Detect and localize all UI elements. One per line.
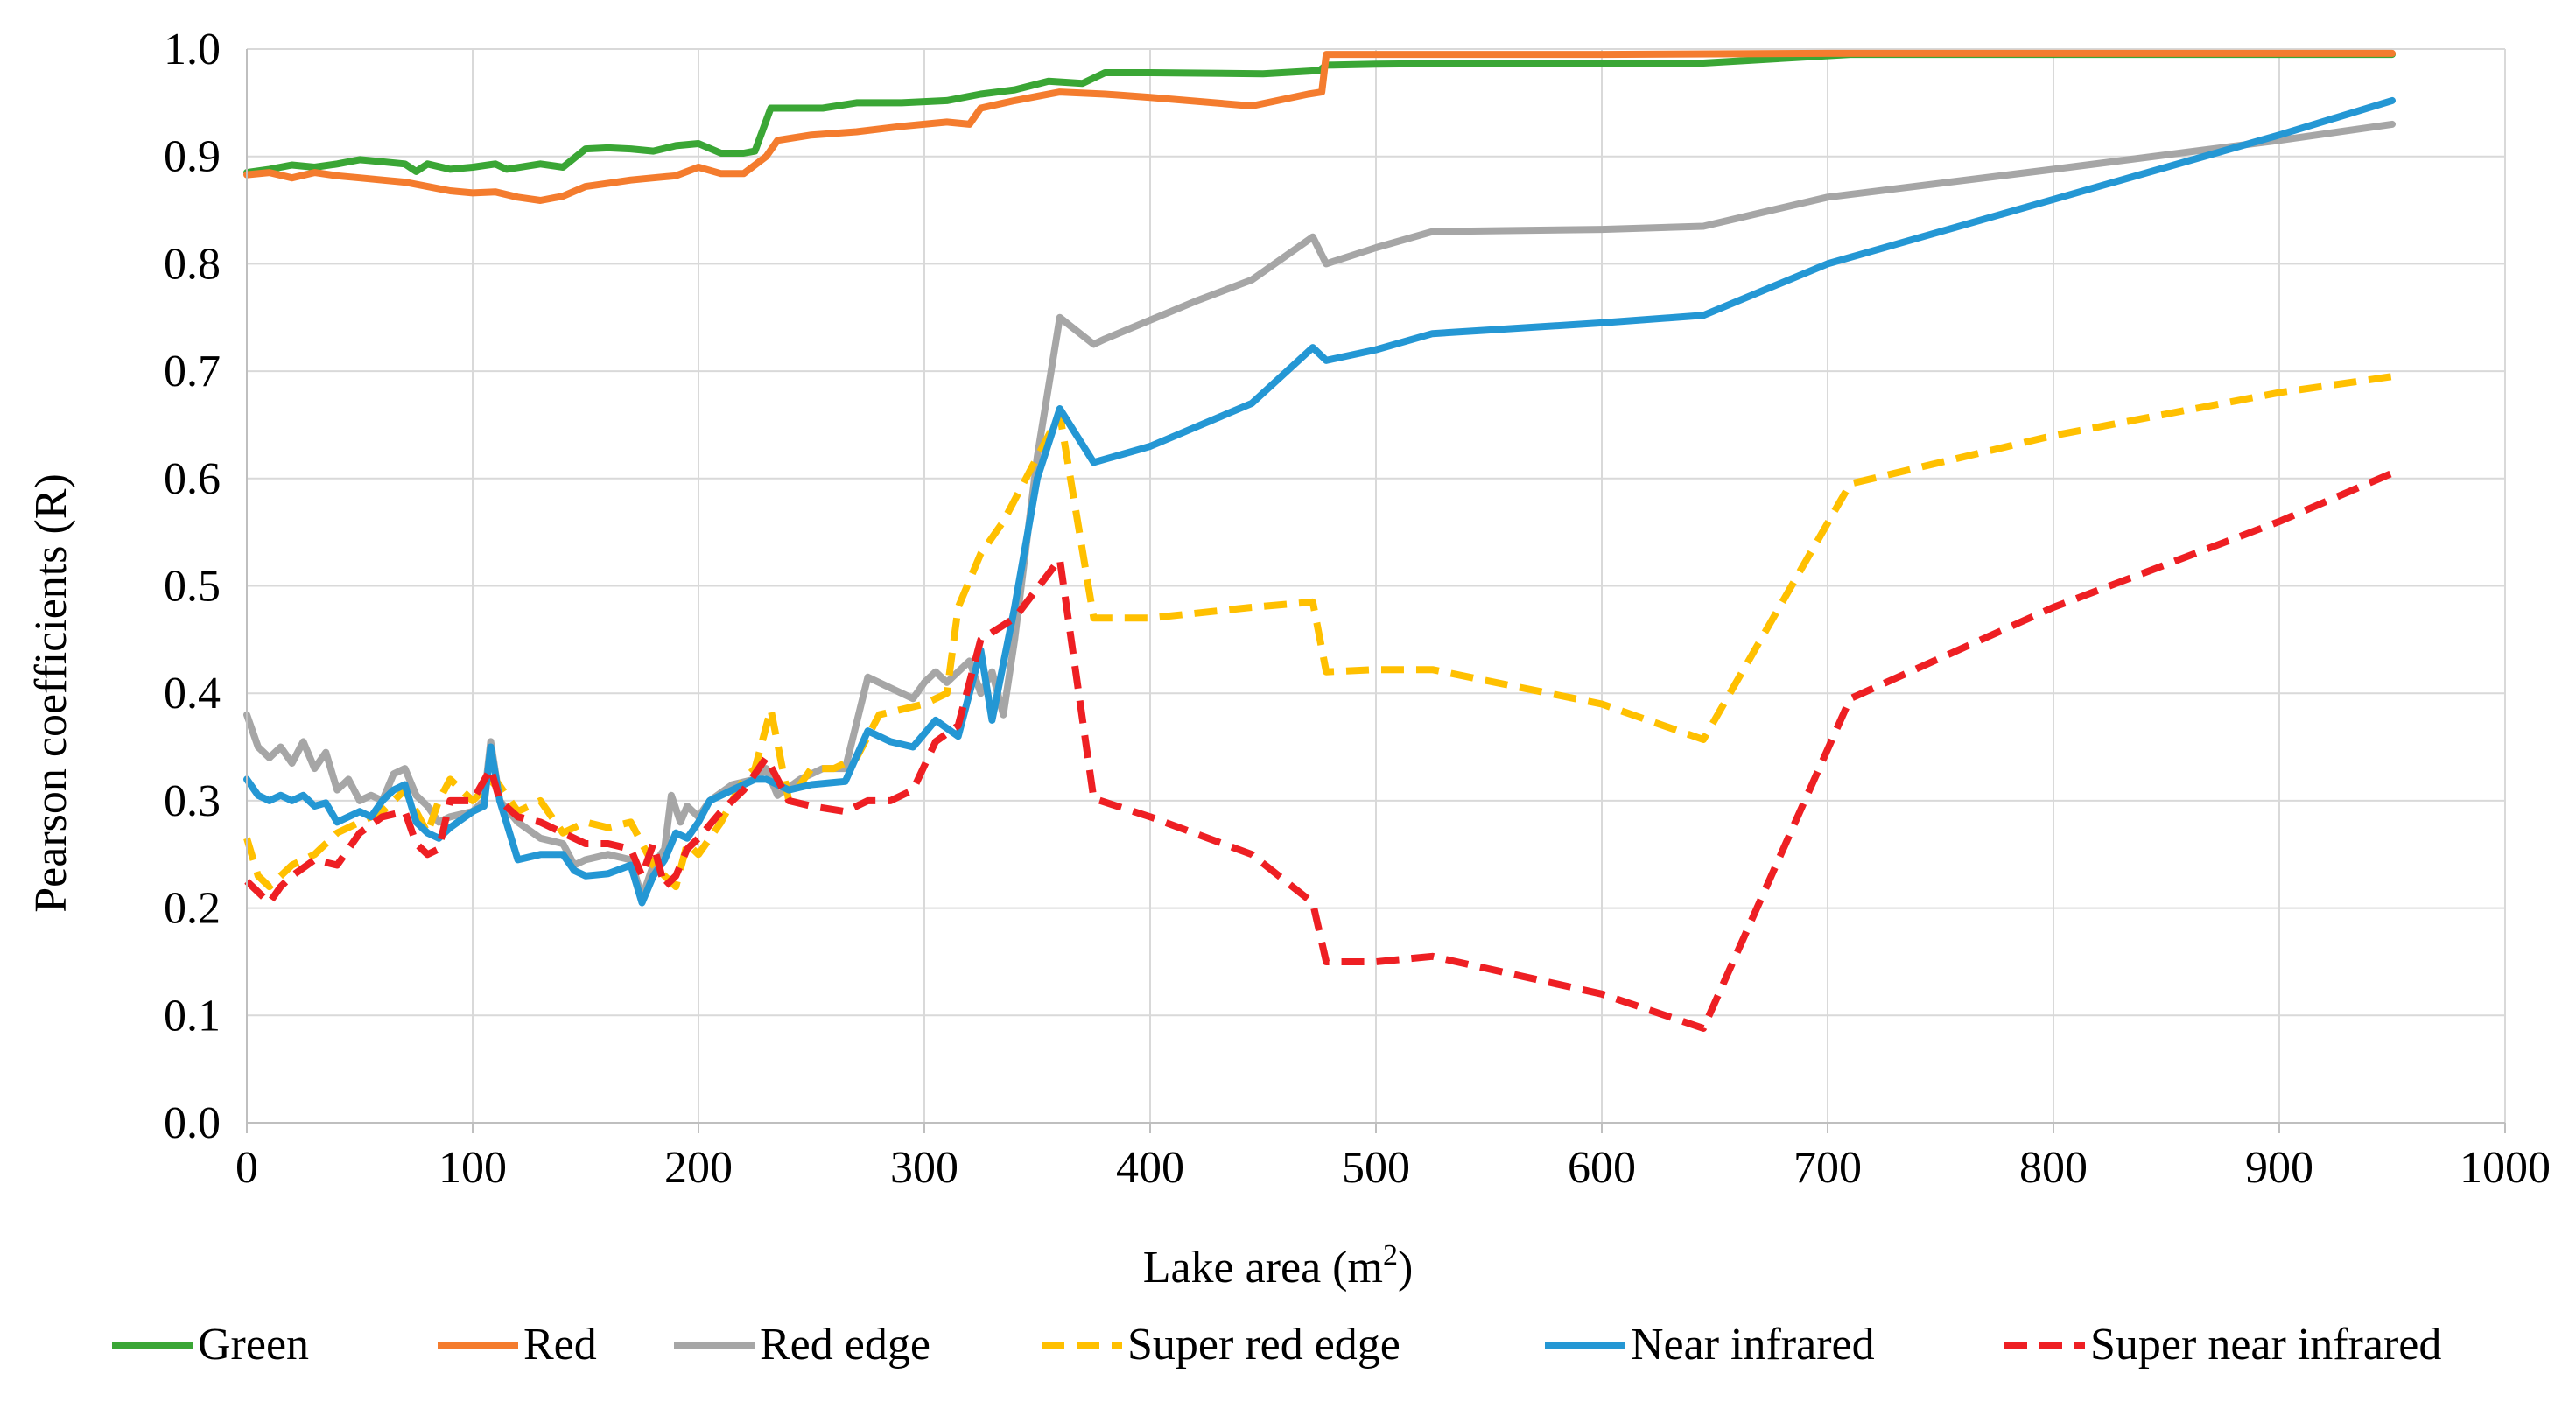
series-line-green <box>243 51 2396 177</box>
legend-label: Red edge <box>760 1320 930 1370</box>
x-axis-title-main: Lake area (m <box>1143 1243 1383 1293</box>
y-tick-label: 0.4 <box>164 669 221 719</box>
y-tick-label: 0.5 <box>164 562 221 612</box>
x-tick-label: 600 <box>1568 1143 1636 1193</box>
series-line-near-infrared <box>243 96 2396 907</box>
series-lines <box>243 49 2396 1032</box>
legend-label: Super near infrared <box>2090 1320 2441 1370</box>
legend-item-near-infrared: Near infrared <box>1545 1320 1875 1370</box>
series-line-red-edge <box>243 120 2396 901</box>
x-tick-label: 0 <box>235 1143 258 1193</box>
x-tick-label: 700 <box>1793 1143 1862 1193</box>
y-tick-label: 0.2 <box>164 884 221 934</box>
x-tick-label: 1000 <box>2460 1143 2551 1193</box>
axes <box>246 49 2506 1133</box>
legend-label: Red <box>523 1320 597 1370</box>
legend: Green Red Red edge Super red edge Near infra… <box>112 1320 2441 1370</box>
x-tick-label: 200 <box>664 1143 733 1193</box>
series-line-super-red-edge <box>243 373 2393 891</box>
y-tick-label: 0.8 <box>164 239 221 289</box>
y-tick-label: 0.1 <box>164 991 221 1041</box>
x-tick-label: 500 <box>1342 1143 1410 1193</box>
legend-item-red-edge: Red edge <box>674 1320 930 1370</box>
y-tick-label: 0.6 <box>164 454 221 504</box>
series-line-super-near-infrared <box>244 470 2394 1032</box>
legend-label: Super red edge <box>1127 1320 1400 1370</box>
x-tick-label: 400 <box>1116 1143 1184 1193</box>
y-tick-label: 0.9 <box>164 132 221 182</box>
y-tick-label: 0.0 <box>164 1098 221 1148</box>
legend-label: Near infrared <box>1631 1320 1875 1370</box>
x-tick-label: 800 <box>2019 1143 2088 1193</box>
x-tick-label: 900 <box>2245 1143 2313 1193</box>
y-axis-title: Pearson coefficients (R) <box>26 473 76 913</box>
tick-labels: 0.0 0.1 0.2 0.3 0.4 0.5 0.6 0.7 0.8 0.9 1.0 0 100 200… <box>164 25 2551 1193</box>
y-tick-label: 1.0 <box>164 25 221 74</box>
x-tick-label: 300 <box>890 1143 958 1193</box>
x-axis-title: Lake area (m2) <box>1143 1239 1414 1293</box>
legend-label: Green <box>198 1320 309 1370</box>
legend-item-green: Green <box>112 1320 309 1370</box>
series-line-red <box>243 49 2396 204</box>
x-axis-title-superscript: 2 <box>1383 1239 1398 1272</box>
x-tick-label: 100 <box>439 1143 507 1193</box>
x-axis-title-close: ) <box>1398 1243 1413 1293</box>
y-tick-label: 0.7 <box>164 347 221 396</box>
grid-lines <box>247 48 2506 1123</box>
y-tick-label: 0.3 <box>164 776 221 826</box>
legend-item-super-near-infrared: Super near infrared <box>2004 1320 2441 1370</box>
legend-item-super-red-edge: Super red edge <box>1042 1320 1400 1370</box>
legend-item-red: Red <box>438 1320 597 1370</box>
